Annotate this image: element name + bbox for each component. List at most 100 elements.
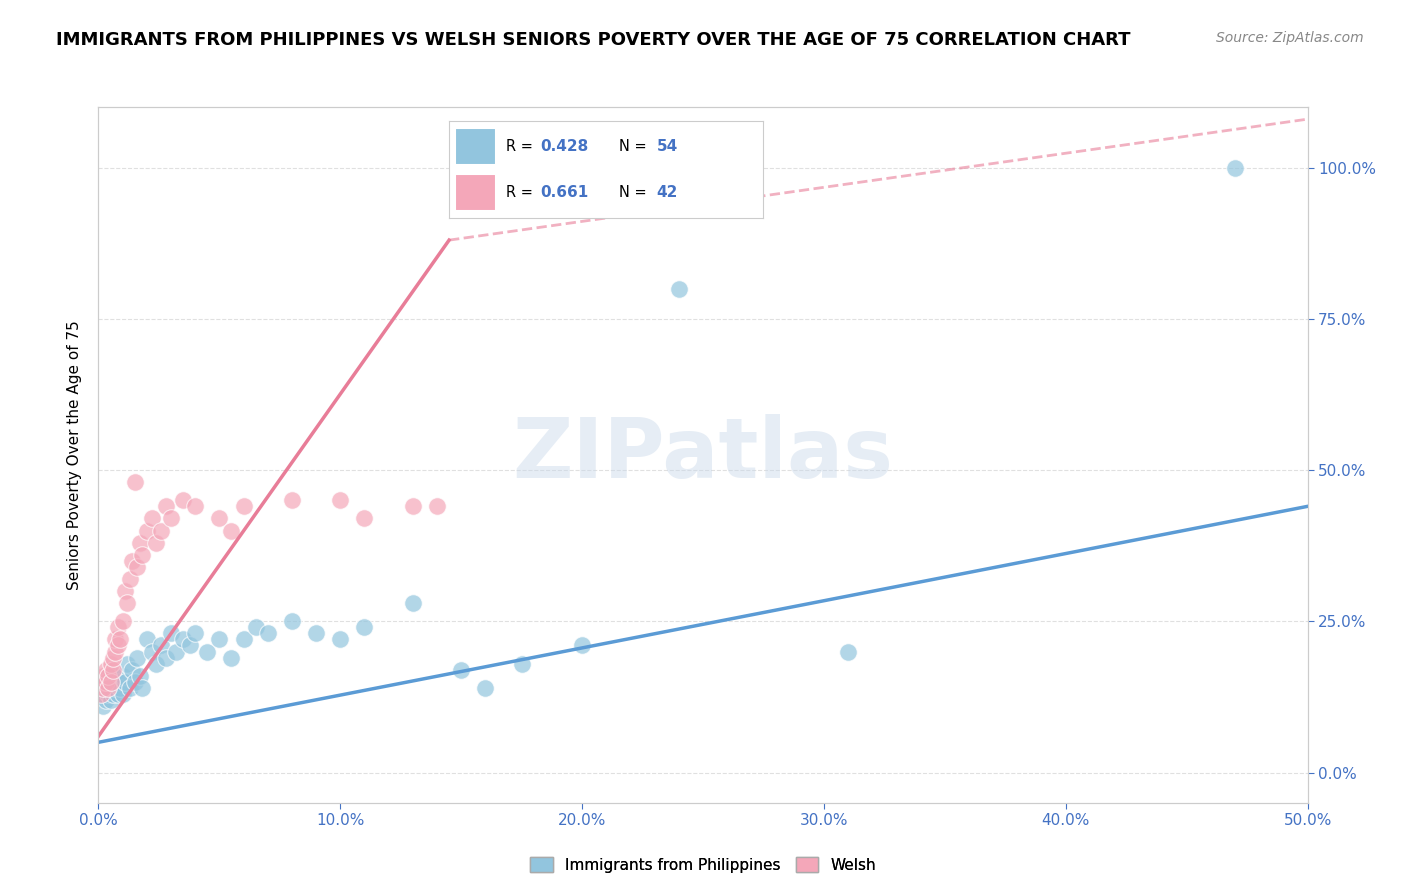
Text: ZIPatlas: ZIPatlas <box>513 415 893 495</box>
Point <box>128 669 150 683</box>
Point <box>172 493 194 508</box>
Point <box>165 644 187 658</box>
Point <box>94 674 117 689</box>
Point <box>155 650 177 665</box>
Point <box>353 620 375 634</box>
Point <box>160 626 183 640</box>
Point <box>90 674 112 689</box>
Point <box>256 626 278 640</box>
Point <box>281 615 304 629</box>
Point <box>450 663 472 677</box>
Point <box>837 644 859 658</box>
Point <box>107 620 129 634</box>
Point <box>232 500 254 514</box>
Point <box>118 572 141 586</box>
Point <box>121 663 143 677</box>
Point <box>179 639 201 653</box>
Point <box>195 644 218 658</box>
Point <box>160 511 183 525</box>
Point <box>221 524 243 538</box>
Point <box>184 500 207 514</box>
Point <box>402 500 425 514</box>
Point <box>100 681 122 695</box>
Point <box>100 674 122 689</box>
Point <box>221 650 243 665</box>
Point <box>426 500 449 514</box>
Point <box>114 584 136 599</box>
Point <box>97 681 120 695</box>
Point <box>101 650 124 665</box>
Point <box>101 674 124 689</box>
Point <box>1223 161 1246 175</box>
Point <box>90 687 112 701</box>
Point <box>305 626 328 640</box>
Point <box>245 620 267 634</box>
Point <box>94 674 117 689</box>
Point <box>117 657 139 671</box>
Point <box>100 693 122 707</box>
Point <box>141 511 163 525</box>
Point <box>118 681 141 695</box>
Point <box>94 693 117 707</box>
Point <box>91 698 114 713</box>
Point <box>91 681 114 695</box>
Point <box>104 632 127 647</box>
Point <box>329 493 352 508</box>
Point <box>97 687 120 701</box>
Point <box>145 657 167 671</box>
Point <box>208 632 231 647</box>
Point <box>101 687 124 701</box>
Point <box>107 687 129 701</box>
Point <box>141 644 163 658</box>
Point <box>104 681 127 695</box>
Point <box>114 674 136 689</box>
Point <box>127 650 149 665</box>
Point <box>101 663 124 677</box>
Point <box>131 548 153 562</box>
Point <box>108 681 131 695</box>
Point <box>94 663 117 677</box>
Text: IMMIGRANTS FROM PHILIPPINES VS WELSH SENIORS POVERTY OVER THE AGE OF 75 CORRELAT: IMMIGRANTS FROM PHILIPPINES VS WELSH SEN… <box>56 31 1130 49</box>
Point <box>208 511 231 525</box>
Point <box>184 626 207 640</box>
Point <box>104 644 127 658</box>
Point <box>91 681 114 695</box>
Point <box>90 687 112 701</box>
Point <box>111 687 134 701</box>
Point <box>117 596 139 610</box>
Point <box>97 669 120 683</box>
Point <box>107 639 129 653</box>
Point <box>100 657 122 671</box>
Point <box>402 596 425 610</box>
Point <box>135 632 157 647</box>
Point <box>91 669 114 683</box>
Point <box>150 639 173 653</box>
Point <box>571 639 593 653</box>
Y-axis label: Seniors Poverty Over the Age of 75: Seniors Poverty Over the Age of 75 <box>67 320 83 590</box>
Point <box>329 632 352 647</box>
Point <box>121 554 143 568</box>
Point <box>124 674 146 689</box>
Point <box>111 615 134 629</box>
Point <box>111 669 134 683</box>
Point <box>124 475 146 490</box>
Point <box>107 674 129 689</box>
Point <box>104 669 127 683</box>
Point <box>474 681 496 695</box>
Point <box>97 669 120 683</box>
Point <box>128 535 150 549</box>
Point <box>145 535 167 549</box>
Point <box>150 524 173 538</box>
Point <box>172 632 194 647</box>
Point <box>353 511 375 525</box>
Point <box>155 500 177 514</box>
Point <box>668 281 690 295</box>
Point <box>232 632 254 647</box>
Point <box>127 559 149 574</box>
Text: Source: ZipAtlas.com: Source: ZipAtlas.com <box>1216 31 1364 45</box>
Legend: Immigrants from Philippines, Welsh: Immigrants from Philippines, Welsh <box>523 850 883 879</box>
Point <box>281 493 304 508</box>
Point <box>108 632 131 647</box>
Point <box>135 524 157 538</box>
Point <box>510 657 533 671</box>
